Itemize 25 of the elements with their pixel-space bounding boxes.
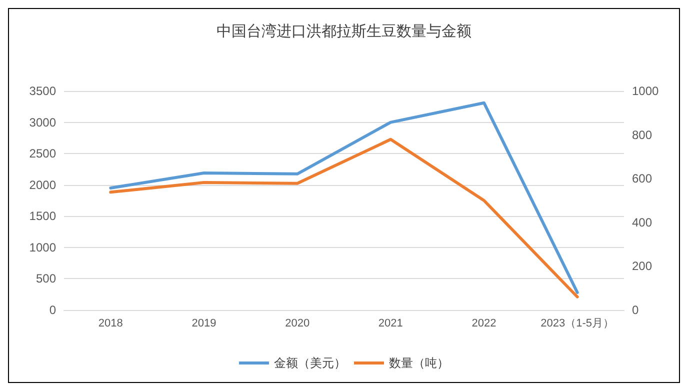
y-tick-label: 500	[36, 272, 56, 286]
y2-tick-label: 800	[632, 128, 652, 142]
x-tick-label: 2021	[378, 318, 403, 330]
legend-label: 金额（美元）	[274, 356, 346, 370]
y-tick-label: 2000	[29, 178, 56, 192]
line-series	[109, 138, 579, 298]
y-tick-label: 1500	[29, 209, 56, 224]
y-tick-label: 3500	[29, 84, 56, 98]
x-tick-label: 2019	[192, 318, 216, 330]
y-tick-label: 3000	[29, 115, 56, 130]
y2-tick-label: 1000	[632, 84, 660, 98]
y-tick-label: 2500	[29, 146, 56, 161]
y-tick-label: 0	[49, 303, 56, 317]
y2-tick-label: 400	[632, 215, 652, 230]
x-tick-label: 2023（1-5月）	[540, 318, 614, 330]
chart-title: 中国台湾进口洪都拉斯生豆数量与金额	[216, 23, 472, 40]
y2-tick-label: 0	[632, 303, 639, 317]
y2-tick-label: 200	[632, 259, 652, 274]
line-series	[109, 101, 579, 294]
legend-label: 数量（吨）	[389, 356, 449, 370]
x-tick-label: 2018	[98, 318, 123, 330]
y-tick-label: 1000	[29, 240, 56, 254]
y2-tick-label: 600	[632, 172, 652, 186]
x-tick-label: 2022	[472, 318, 496, 330]
x-tick-label: 2020	[285, 318, 310, 330]
